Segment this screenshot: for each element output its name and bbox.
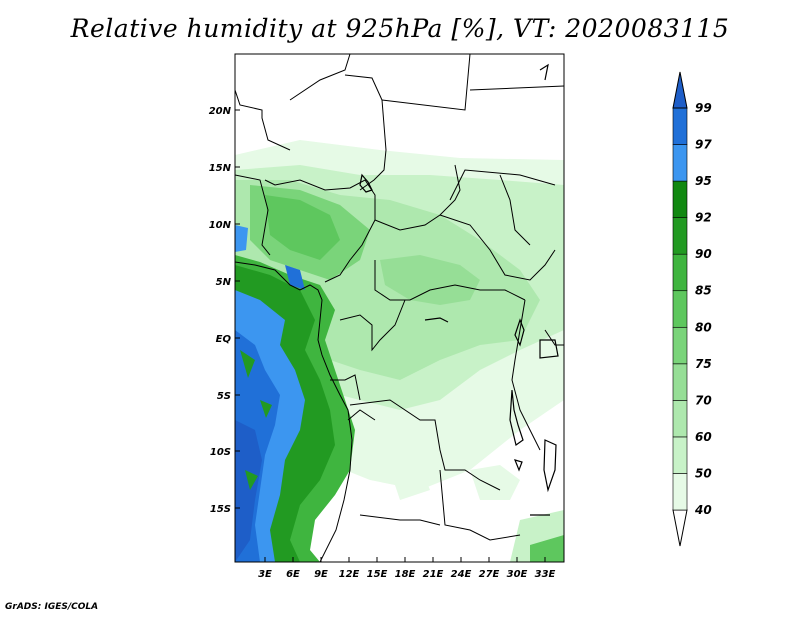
lon-label: 27E [479,569,500,580]
longitude-axis: 3E 6E 9E 12E 15E 18E 21E 24E 27E 30E 33E [258,557,556,580]
lat-label: 5S [217,391,231,402]
lon-label: 30E [507,569,528,580]
lat-label: EQ [216,334,232,345]
lon-label: 3E [258,569,272,580]
colorbar-segment [672,253,688,292]
colorbar-label: 40 [694,503,712,517]
lon-label: 33E [535,569,556,580]
colorbar-label: 99 [695,101,712,115]
colorbar-label: 97 [695,138,712,152]
colorbar-segment [672,473,688,511]
colorbar-segment [672,400,688,438]
colorbar-label: 85 [695,284,712,298]
colorbar-label: 80 [695,320,712,334]
colorbar-label: 90 [695,247,712,261]
colorbar-segment [672,144,688,182]
map-frame [234,53,565,563]
colorbar-segment [672,363,688,401]
colorbar-label: 50 [695,466,712,480]
lat-label: 20N [209,106,232,117]
colorbar-segment [672,436,688,474]
lat-label: 15N [209,163,232,174]
colorbar-segment [672,217,688,255]
colorbar-label: 92 [695,211,712,225]
lon-label: 15E [367,569,388,580]
lon-label: 9E [314,569,328,580]
lon-label: 12E [339,569,360,580]
colorbar-label: 60 [695,430,712,444]
lat-label: 5N [216,277,232,288]
colorbar-label: 70 [695,393,712,407]
lakes [359,63,559,516]
colorbar-label: 95 [695,174,712,188]
humidity-field [235,54,564,562]
latitude-axis: 20N 15N 10N 5N EQ 5S 10S 15S [209,106,240,515]
lon-label: 6E [286,569,300,580]
lat-label: 10S [210,447,231,458]
colorbar-labels: 40 50 60 70 75 80 85 90 92 95 97 99 [694,101,712,517]
lon-label: 21E [423,569,444,580]
lon-label: 18E [395,569,416,580]
credit-text: GrADS: IGES/COLA [5,602,99,612]
colorbar-segment [672,180,688,218]
map-title: Relative humidity at 925hPa [%], VT: 202… [70,14,730,43]
lat-label: 15S [210,504,231,515]
colorbar-label: 75 [695,357,712,371]
colorbar-bottom-arrow [672,509,688,547]
colorbar [672,71,688,547]
colorbar-top-arrow [672,71,688,109]
lat-label: 10N [209,220,232,231]
country-borders [235,54,564,562]
colorbar-segment [672,290,688,328]
colorbar-segment [672,107,688,145]
lon-label: 24E [451,569,472,580]
colorbar-segment [672,326,688,365]
